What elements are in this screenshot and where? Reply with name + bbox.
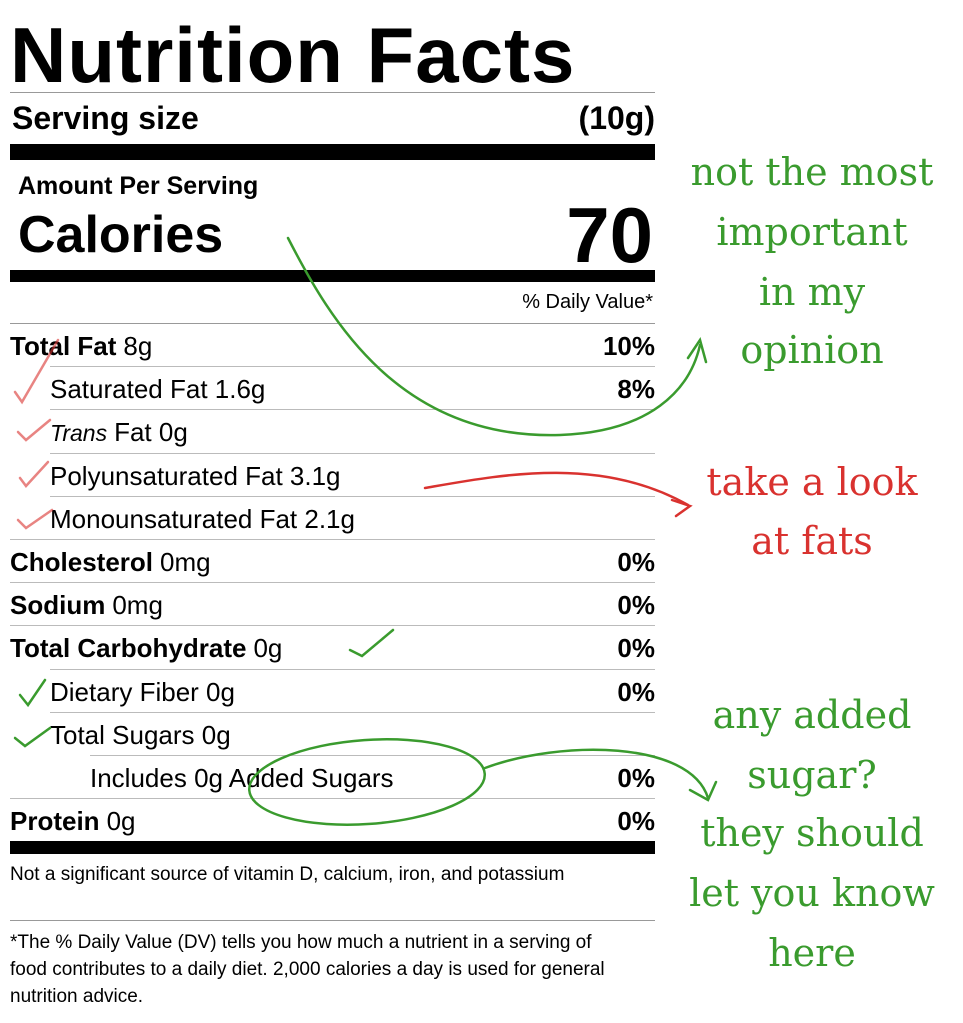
check: [13, 726, 52, 748]
footnote: *The % Daily Value (DV) tells you how mu…: [10, 932, 605, 1007]
daily-value: 10%: [602, 331, 655, 361]
nutrient-row: Cholesterol 0mg 0%: [10, 539, 655, 582]
thick-rule: [10, 841, 655, 854]
nutrient-row: Includes 0g Added Sugars 0%: [90, 755, 655, 798]
annotation-line: let you know: [689, 871, 935, 915]
thick-rule: [10, 144, 655, 160]
check: [16, 508, 54, 530]
annotation-line: in my: [758, 270, 866, 314]
nutrient-row: Total Fat 8g 10%: [10, 323, 655, 366]
nutrient-text: Includes 0g Added Sugars: [90, 763, 394, 793]
annotation-line: important: [716, 210, 908, 254]
annotation-line: they should: [700, 811, 924, 855]
annotation-line: opinion: [740, 328, 884, 372]
nutrient-row: Saturated Fat 1.6g 8%: [50, 366, 655, 409]
annotation-line: here: [768, 931, 856, 975]
nutrient-text: Dietary Fiber 0g: [50, 676, 235, 707]
rule: [10, 920, 655, 921]
nutrient-amount: 0g: [253, 633, 283, 664]
annotation-line: not the most: [690, 150, 934, 194]
nutrient-row: Protein 0g 0%: [10, 798, 655, 841]
annotation-line: any added: [712, 693, 912, 737]
daily-value: 0%: [617, 676, 655, 707]
daily-value: 8%: [617, 374, 655, 405]
nutrient-text: Saturated Fat 1.6g: [50, 374, 266, 405]
title: Nutrition Facts: [10, 11, 576, 99]
nutrient-name: Total Carbohydrate: [10, 633, 247, 664]
nutrient-text: Monounsaturated Fat 2.1g: [50, 503, 355, 534]
nutrient-row: Polyunsaturated Fat 3.1g: [50, 452, 655, 496]
check: [18, 460, 50, 488]
note: Not a significant source of vitamin D, c…: [10, 864, 565, 885]
nutrient-text: Fat 0g: [114, 417, 188, 448]
daily-value: 0%: [617, 763, 655, 793]
nutrient-row: Sodium 0mg 0%: [10, 582, 655, 625]
nutrient-name: Protein: [10, 806, 100, 837]
nutrient-row: Total Sugars 0g: [50, 711, 655, 755]
amount-per-serving: Amount Per Serving: [18, 172, 259, 200]
thick-rule: [10, 270, 655, 282]
nutrient-amount: 8g: [123, 331, 153, 361]
nutrient-amount: 0mg: [160, 547, 211, 577]
check: [18, 678, 47, 708]
nutrient-amount: 0g: [106, 806, 136, 837]
nutrient-amount: 0mg: [112, 590, 163, 621]
calories-label: Calories: [18, 206, 224, 264]
serving-size-amount: (10g): [578, 100, 655, 136]
calories-amount: 70: [566, 191, 653, 279]
daily-value: 0%: [617, 547, 655, 577]
annotation-line: sugar?: [747, 753, 877, 797]
nutrient-row: Total Carbohydrate 0g 0%: [10, 625, 655, 668]
serving-size-label: Serving size: [12, 100, 199, 136]
nutrient-row: Monounsaturated Fat 2.1g: [50, 495, 655, 539]
nutrient-text: Total Sugars 0g: [50, 719, 231, 750]
nutrient-text: Polyunsaturated Fat 3.1g: [50, 460, 341, 491]
annotation-line: take a look: [706, 460, 918, 504]
rule: [10, 92, 655, 93]
nutrient-name: Total Fat: [10, 331, 117, 361]
nutrient-row: Trans Fat 0g: [50, 409, 655, 452]
daily-value: 0%: [617, 590, 655, 621]
nutrient-italic: Trans: [50, 420, 108, 447]
annotation-line: at fats: [751, 519, 873, 563]
check: [16, 418, 52, 442]
daily-value: 0%: [617, 633, 655, 664]
nutrient-row: Dietary Fiber 0g 0%: [50, 668, 655, 712]
daily-value: 0%: [617, 806, 655, 837]
nutrient-name: Sodium: [10, 590, 106, 621]
daily-value-header: % Daily Value*: [522, 291, 653, 313]
nutrient-name: Cholesterol: [10, 547, 154, 577]
